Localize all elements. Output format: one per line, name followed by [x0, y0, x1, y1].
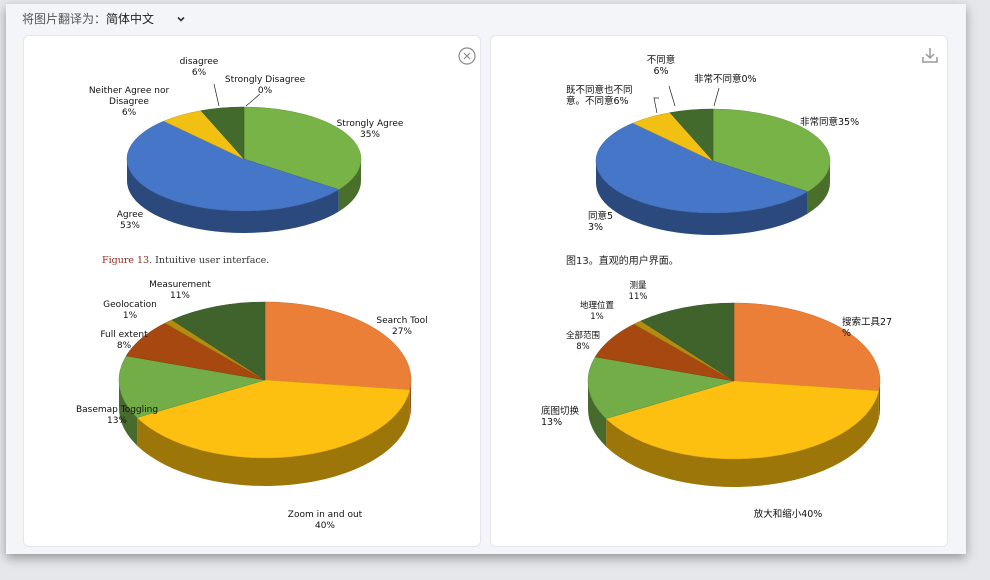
figure-caption: Figure 13. Intuitive user interface.	[102, 255, 269, 266]
pie-label-4: 非常不同意0%	[694, 73, 757, 85]
pie-side-0	[807, 161, 830, 214]
chevron-down-icon	[177, 16, 185, 22]
leader-line-4	[713, 87, 720, 107]
pie-label-3: 全部范围 8%	[566, 330, 600, 352]
original-image: Strongly Agree 35% Agree 53% Neither Agree n…	[76, 57, 428, 531]
pie-label-5: 测量 11%	[629, 281, 648, 302]
pie-side-1	[596, 161, 808, 236]
pie-side-0	[338, 159, 361, 212]
pie-label-1: Zoom in and out 40%	[288, 510, 363, 531]
pie-label-3: 不同意 6%	[647, 54, 676, 77]
pie-slice-1	[595, 122, 809, 214]
pie-slice-1	[605, 380, 880, 460]
pie-chart-satisfaction-translated: 非常同意35% 同意5 3% 既不同意也不同意。不同意6% 不同意 6% 非常不同意0%	[566, 54, 859, 236]
translate-label: 将图片翻译为：	[22, 12, 107, 26]
pie-side-1	[606, 390, 879, 488]
language-select[interactable]: 简体中文	[106, 10, 186, 27]
translate-toolbar: 将图片翻译为： 简体中文	[6, 4, 966, 32]
pie-label-2: 既不同意也不同意。不同意6%	[566, 84, 633, 107]
pie-side	[596, 161, 830, 236]
pie-label-1: 放大和缩小40%	[754, 508, 823, 520]
pie-label-4: Strongly Disagree 0%	[225, 75, 306, 96]
leader-line-3	[213, 83, 220, 107]
pie-slice-5	[171, 301, 266, 381]
pie-slice-0	[733, 302, 881, 392]
pie-slice-2	[118, 355, 266, 418]
pie-chart-tools: Search Tool 27% Zoom in and out 40% Basemap …	[76, 280, 428, 531]
pie-label-3: Full extent 8%	[100, 330, 148, 351]
translation-window: 将图片翻译为： 简体中文 Strongly Agree 35% Agree 53% Ne…	[6, 4, 966, 554]
language-value: 简体中文	[106, 12, 155, 26]
pie-label-2: Neither Agree nor Disagree 6%	[89, 86, 170, 118]
pie-slice-1	[136, 379, 411, 459]
pie-label-1: 同意5 3%	[588, 210, 613, 233]
translated-image-card: 非常同意35% 同意5 3% 既不同意也不同意。不同意6% 不同意 6% 非常不同意0% 图…	[490, 35, 948, 547]
leader-line-2	[653, 97, 659, 114]
pie-side	[127, 159, 361, 234]
pie-chart-tools-translated: 搜索工具27 % 放大和缩小40% 底图切换 13% 全部范围 8% 地理位置 1% 测量 11%	[541, 281, 892, 520]
pie-label-5: Measurement 11%	[149, 280, 211, 301]
translated-image: 非常同意35% 同意5 3% 既不同意也不同意。不同意6% 不同意 6% 非常不同意0% 图…	[541, 54, 892, 520]
pie-side-2	[119, 380, 138, 446]
leader-line-4	[245, 93, 261, 107]
pie-label-4: 地理位置 1%	[580, 300, 615, 322]
pie-slice-3	[200, 106, 245, 160]
pie-slice-2	[587, 356, 735, 419]
pie-label-1: Agree 53%	[117, 210, 144, 231]
pie-label-2: Basemap Toggling 13%	[76, 405, 158, 426]
close-circle-icon[interactable]	[457, 46, 477, 66]
pie-slice-1	[126, 120, 340, 212]
pie-chart-satisfaction: Strongly Agree 35% Agree 53% Neither Agree n…	[89, 57, 404, 234]
pie-label-4: Geolocation 1%	[103, 300, 157, 321]
pie-slice-3	[669, 108, 714, 162]
pie-slice-0	[243, 106, 362, 190]
pie-label-3: disagree 6%	[180, 57, 219, 78]
original-image-card: Strongly Agree 35% Agree 53% Neither Agree n…	[23, 35, 481, 547]
pie-slice-5	[640, 302, 735, 382]
pie-slice-0	[712, 108, 831, 192]
pie-slice-0	[264, 301, 412, 391]
pie-label-0: Search Tool 27%	[376, 316, 427, 337]
figure-caption-translated: 图13。直观的用户界面。	[566, 254, 679, 267]
leader-line-3	[668, 85, 676, 107]
pie-side-1	[127, 159, 339, 234]
pie-label-0: 搜索工具27%	[842, 316, 892, 339]
download-icon[interactable]	[919, 44, 941, 66]
pie-label-0: Strongly Agree 35%	[337, 119, 404, 140]
pie-side-2	[588, 381, 607, 447]
pie-label-2: 底图切换 13%	[541, 405, 580, 428]
pie-label-0: 非常同意35%	[800, 116, 859, 128]
pie-side-1	[137, 389, 410, 487]
